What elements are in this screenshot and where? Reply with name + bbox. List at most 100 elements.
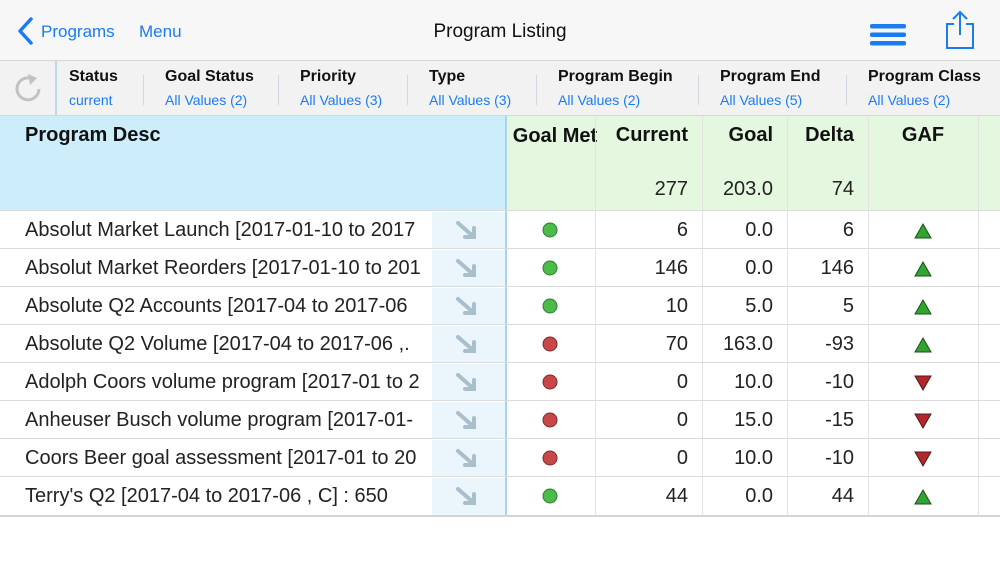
cell-current: 0 (676, 409, 688, 431)
cell-current: 6 (676, 219, 688, 241)
program-desc: Absolut Market Reorders [2017-01-10 to 2… (25, 257, 421, 279)
cell-delta: -93 (825, 333, 854, 355)
cell-goal: 15.0 (734, 409, 773, 431)
filter-value[interactable]: All Values (5) (720, 92, 803, 108)
nav-bar: Programs Menu Program Listing (0, 0, 1000, 61)
filter-label[interactable]: Priority (300, 68, 357, 85)
column-total: 277 (654, 178, 688, 200)
table-row[interactable]: Terry's Q2 [2017-04 to 2017-06 , C] : 65… (0, 476, 1000, 515)
filter-divider (55, 61, 57, 115)
back-button[interactable]: Programs (41, 22, 115, 41)
cell-goal: 0.0 (745, 219, 773, 241)
gaf-indicator (914, 298, 932, 315)
column-divider (505, 116, 507, 516)
gaf-indicator (914, 260, 932, 277)
column-total: 74 (831, 178, 854, 200)
gaf-indicator (914, 413, 932, 430)
cell-current: 0 (676, 447, 688, 469)
program-desc: Adolph Coors volume program [2017-01 to … (25, 371, 420, 393)
menu-button[interactable]: Menu (139, 22, 182, 41)
back-chevron[interactable] (16, 16, 36, 46)
filter-separator (846, 75, 847, 105)
program-desc: Terry's Q2 [2017-04 to 2017-06 , C] : 65… (25, 485, 388, 507)
filter-value[interactable]: current (69, 92, 113, 108)
table-row[interactable]: Absolut Market Reorders [2017-01-10 to 2… (0, 248, 1000, 287)
page-title: Program Listing (433, 21, 567, 42)
filter-label[interactable]: Program End (720, 68, 821, 85)
share-icon[interactable] (944, 10, 976, 50)
column-line (595, 116, 596, 516)
cell-delta: 5 (842, 295, 854, 317)
filter-value[interactable]: All Values (2) (558, 92, 641, 108)
column-header: Current (615, 124, 688, 146)
filter-label[interactable]: Status (69, 68, 118, 85)
gaf-indicator (914, 488, 932, 505)
filter-separator (278, 75, 279, 105)
cell-current: 0 (676, 371, 688, 393)
filter-separator (407, 75, 408, 105)
column-header: Goal (728, 124, 773, 146)
cell-goal: 5.0 (745, 295, 773, 317)
filter-separator (536, 75, 537, 105)
program-desc: Coors Beer goal assessment [2017-01 to 2… (25, 447, 417, 469)
table-row[interactable]: Coors Beer goal assessment [2017-01 to 2… (0, 438, 1000, 477)
table-row[interactable]: Adolph Coors volume program [2017-01 to … (0, 362, 1000, 401)
header-metrics (507, 116, 1000, 210)
hamburger-icon[interactable] (869, 22, 907, 48)
column-line (978, 116, 979, 516)
goal-met-indicator (542, 374, 558, 390)
cell-delta: 146 (820, 257, 854, 279)
program-desc: Absolut Market Launch [2017-01-10 to 201… (25, 219, 416, 241)
column-line (868, 116, 869, 516)
goal-met-indicator (542, 450, 558, 466)
column-total: 203.0 (722, 178, 773, 200)
drill-arrow (456, 259, 476, 277)
column-header: Goal Met (512, 125, 598, 147)
filter-separator (143, 75, 144, 105)
cell-delta: -10 (825, 447, 854, 469)
table-row[interactable]: Absolute Q2 Volume [2017-04 to 2017-06 ,… (0, 324, 1000, 363)
drill-arrow (456, 335, 476, 353)
goal-met-indicator (542, 298, 558, 314)
gaf-indicator (914, 222, 932, 239)
filter-label[interactable]: Program Class (868, 68, 981, 85)
column-header: GAF (901, 124, 945, 146)
program-desc: Absolute Q2 Volume [2017-04 to 2017-06 ,… (25, 333, 410, 355)
drill-arrow (456, 411, 476, 429)
goal-met-indicator (542, 222, 558, 238)
table-bottom (0, 515, 1000, 517)
drill-arrow (456, 373, 476, 391)
gaf-indicator (914, 451, 932, 468)
goal-met-indicator (542, 336, 558, 352)
column-header: Delta (805, 124, 854, 146)
cell-goal: 10.0 (734, 371, 773, 393)
refresh-icon[interactable] (10, 71, 46, 107)
table-row[interactable]: Absolute Q2 Accounts [2017-04 to 2017-06… (0, 286, 1000, 325)
goal-met-indicator (542, 260, 558, 276)
cell-goal: 10.0 (734, 447, 773, 469)
filter-bar: Status current Goal Status All Values (2) Pr… (0, 61, 1000, 116)
filter-value[interactable]: All Values (3) (300, 92, 383, 108)
filter-label[interactable]: Program Begin (558, 68, 673, 85)
filter-value[interactable]: All Values (2) (165, 92, 248, 108)
drill-arrow (456, 449, 476, 467)
drill-arrow (456, 221, 476, 239)
filter-value[interactable]: All Values (3) (429, 92, 512, 108)
filter-label[interactable]: Type (429, 68, 466, 85)
cell-current: 146 (654, 257, 688, 279)
column-line (702, 116, 703, 516)
cell-delta: 6 (842, 219, 854, 241)
cell-current: 10 (665, 295, 688, 317)
column-header: Program Desc (25, 124, 161, 146)
table-row[interactable]: Anheuser Busch volume program [2017-01- 0… (0, 400, 1000, 439)
table-row[interactable]: Absolut Market Launch [2017-01-10 to 201… (0, 210, 1000, 249)
filter-value[interactable]: All Values (2) (868, 92, 951, 108)
drill-arrow (456, 297, 476, 315)
drill-arrow (456, 487, 476, 505)
cell-delta: -10 (825, 371, 854, 393)
header-desc (0, 116, 505, 210)
column-line (787, 116, 788, 516)
program-desc: Anheuser Busch volume program [2017-01- (25, 409, 413, 431)
filter-label[interactable]: Goal Status (165, 68, 254, 85)
